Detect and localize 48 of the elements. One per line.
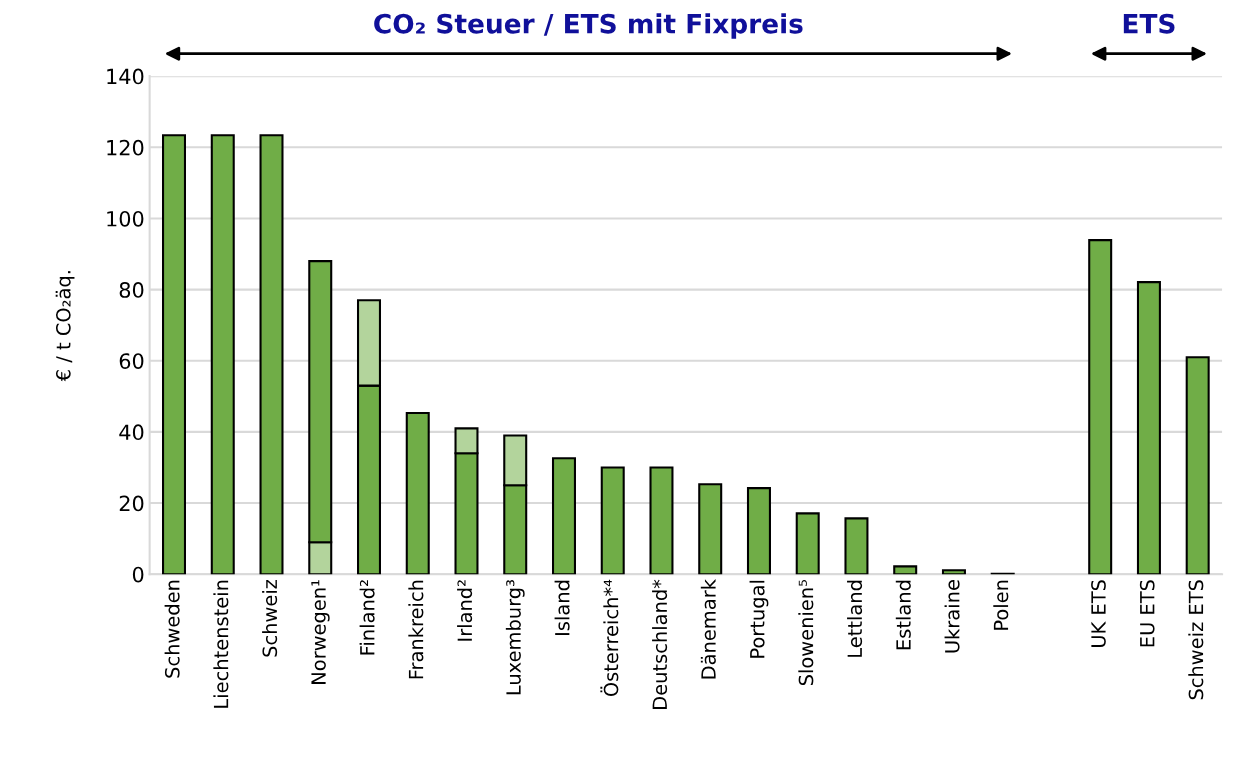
x-tick-label: Frankreich bbox=[408, 580, 424, 679]
x-tick-label: Schweden bbox=[164, 580, 180, 678]
x-tick-label: Irland² bbox=[457, 580, 473, 641]
x-tick-label: Island bbox=[554, 580, 570, 636]
x-tick-label: Ukraine bbox=[944, 580, 960, 653]
y-tick-label: 120 bbox=[107, 139, 144, 156]
x-tick-label: Schweiz ETS bbox=[1188, 580, 1204, 700]
x-tick-label: Norwegen¹ bbox=[311, 580, 330, 684]
bar bbox=[210, 134, 235, 575]
bar bbox=[1088, 239, 1113, 575]
bar bbox=[698, 483, 723, 575]
y-tick-label: 80 bbox=[119, 282, 144, 298]
x-tick-label: Finland² bbox=[359, 580, 375, 655]
bar bbox=[600, 466, 625, 575]
x-tick-label: Dänemark bbox=[700, 579, 716, 679]
x-tick-label: Lettland bbox=[847, 580, 863, 657]
x-tick-label: Slowenien⁵ bbox=[798, 580, 814, 686]
x-tick-label: EU ETS bbox=[1139, 580, 1155, 647]
x-tick-label: Estland bbox=[895, 580, 911, 650]
bar bbox=[795, 512, 820, 575]
y-tick-label: 60 bbox=[119, 353, 144, 369]
x-tick-label: Österreich*⁴ bbox=[600, 579, 619, 697]
text: CO₂ Steuer / ETS mit Fixpreis bbox=[374, 13, 803, 39]
bar bbox=[1136, 281, 1161, 575]
y-tick-label: 140 bbox=[107, 68, 144, 85]
bar bbox=[1185, 356, 1210, 575]
bar bbox=[941, 569, 966, 575]
y-tick-label: 100 bbox=[107, 210, 144, 227]
bar bbox=[893, 565, 918, 575]
x-tick-label: Schweiz bbox=[262, 579, 278, 657]
y-tick-label: 0 bbox=[132, 566, 144, 583]
bar bbox=[405, 412, 430, 575]
bar bbox=[746, 487, 771, 575]
x-tick-label: Polen bbox=[993, 580, 1009, 630]
text: ETS bbox=[1123, 13, 1175, 34]
x-tick-label: Deutschland* bbox=[652, 579, 668, 709]
x-tick-label: Liechtenstein bbox=[213, 580, 229, 708]
y-tick-label: 40 bbox=[119, 424, 144, 441]
bar bbox=[551, 457, 576, 575]
bar bbox=[162, 134, 187, 575]
x-tick-label: Luxemburg³ bbox=[505, 580, 525, 695]
bar bbox=[259, 134, 284, 575]
bar bbox=[649, 466, 674, 575]
bar bbox=[844, 517, 869, 575]
y-axis-title: € / t CO₂äq. bbox=[55, 271, 75, 382]
x-tick-label: Portugal bbox=[749, 580, 769, 658]
y-tick-label: 20 bbox=[119, 495, 144, 512]
x-tick-label: UK ETS bbox=[1091, 580, 1106, 648]
